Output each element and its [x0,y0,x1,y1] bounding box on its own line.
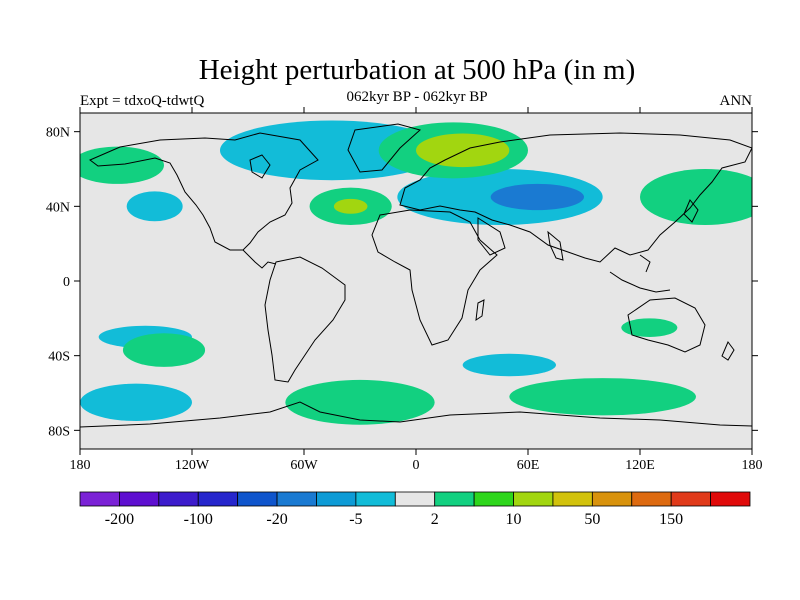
lat-tick-label: 40N [46,200,70,215]
colorbar-label: 150 [659,511,683,528]
perturbation-field [80,120,752,425]
colorbar-swatch [276,491,317,507]
field-region-10 [126,191,183,222]
lat-tick-label: 0 [63,275,70,290]
field-region-17 [621,318,678,337]
colorbar-label: 2 [431,511,439,528]
colorbar-swatch [473,491,514,507]
colorbar-label: -100 [184,511,213,528]
colorbar-swatch [316,491,357,507]
field-region-16 [462,353,556,377]
experiment-label: Expt = tdxoQ-tdwtQ [80,93,205,109]
colorbar-label: 10 [506,511,522,528]
period-label: 062kyr BP - 062kyr BP [346,89,488,105]
field-region-7 [333,198,368,214]
lon-tick-label: 180 [742,458,763,473]
lat-tick-label: 40S [48,350,70,365]
field-region-3 [490,183,584,211]
lon-tick-label: 180 [70,458,91,473]
field-region-15 [509,378,696,416]
colorbar-swatch [394,491,436,507]
colorbar-swatch [197,491,239,507]
coastline-new-zealand [721,341,735,361]
field-region-5 [416,133,510,168]
colorbar-swatch [670,491,711,507]
field-region-13 [80,383,192,422]
colorbar-swatch [710,491,751,507]
colorbar-swatch [237,491,278,507]
coastline-antarctica [80,401,752,428]
field-region-9 [80,146,164,184]
plot-title: Height perturbation at 500 hPa (in m) [198,54,636,86]
coastline-south-america [264,256,346,383]
coastline-japan [683,199,699,223]
coastlines [80,123,752,428]
colorbar-label: 50 [584,511,600,528]
colorbar-swatch [79,491,120,507]
coastline-africa [371,209,498,346]
coastline-indonesia [609,254,671,293]
colorbar-label: -5 [349,511,362,528]
coastline-greenland [347,123,422,173]
lon-tick-label: 60W [290,458,318,473]
colorbar-swatch [434,491,475,507]
map-axes: 80N 40N 0 40S 80S 180 120W 60W 0 60E 120E 180 [46,107,763,473]
colorbar-swatch [355,491,396,507]
coastline-arabia-india [477,217,564,261]
colorbar-swatch [119,491,160,507]
colorbar: -200 -100 -20 -5 2 10 50 150 [79,491,751,528]
coastline-madagascar [475,299,485,322]
colorbar-swatch [631,491,672,507]
lon-tick-label: 60E [517,458,540,473]
colorbar-swatch [158,491,199,507]
coastline-eurasia [399,132,752,263]
coastline-north-america [89,132,319,251]
field-region-12 [122,333,206,367]
coastline-australia [627,297,706,353]
lon-tick-label: 120E [625,458,655,473]
colorbar-swatch [552,491,593,507]
coastline-hudson-bay [249,154,271,179]
coastline-central-america [242,249,277,269]
colorbar-label: -20 [266,511,287,528]
lat-tick-label: 80S [48,424,70,439]
lon-tick-label: 0 [413,458,420,473]
colorbar-swatch [513,491,554,507]
colorbar-label: -200 [105,511,134,528]
lon-tick-label: 120W [175,458,210,473]
field-region-8 [640,169,752,225]
field-region-14 [285,379,435,425]
colorbar-swatch [591,491,633,507]
season-label: ANN [719,93,753,109]
lat-tick-label: 80N [46,126,70,141]
